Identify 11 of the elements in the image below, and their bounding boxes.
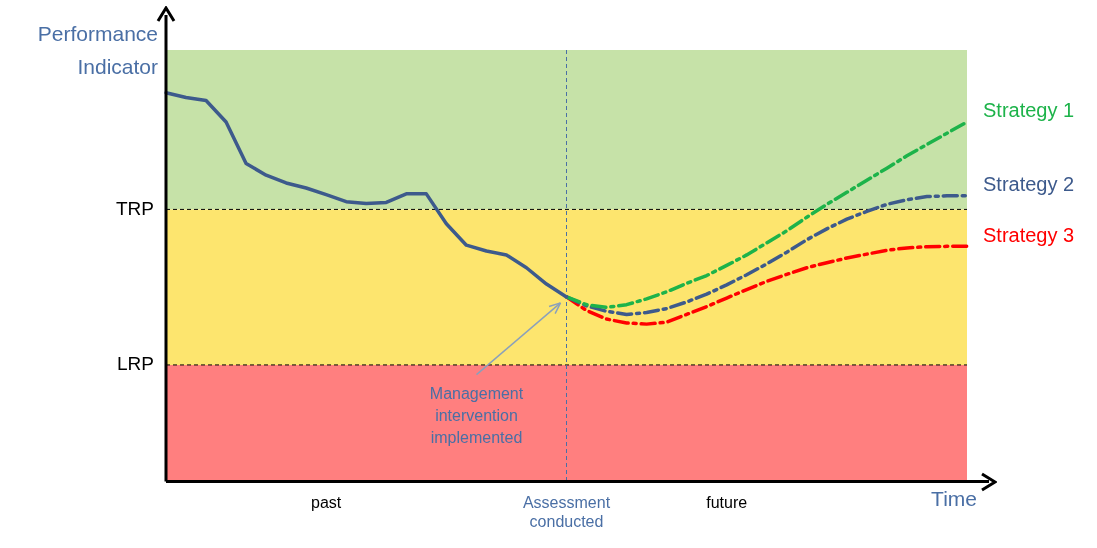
series-label: Strategy 2: [983, 173, 1075, 196]
series-label: Strategy 1: [983, 99, 1075, 122]
y-axis-title: Performance Indicator: [37, 21, 158, 78]
annotation: Management intervention implemented: [429, 385, 524, 447]
x-tick-label: past: [311, 493, 342, 511]
x-axis-title: Time: [931, 486, 977, 510]
ref-line-label: LRP: [117, 353, 154, 375]
series-label: Strategy 3: [983, 223, 1075, 246]
ref-line-label: TRP: [116, 197, 154, 219]
x-tick-label: future: [706, 493, 748, 511]
x-tick-label: Assessment conducted: [522, 493, 611, 530]
